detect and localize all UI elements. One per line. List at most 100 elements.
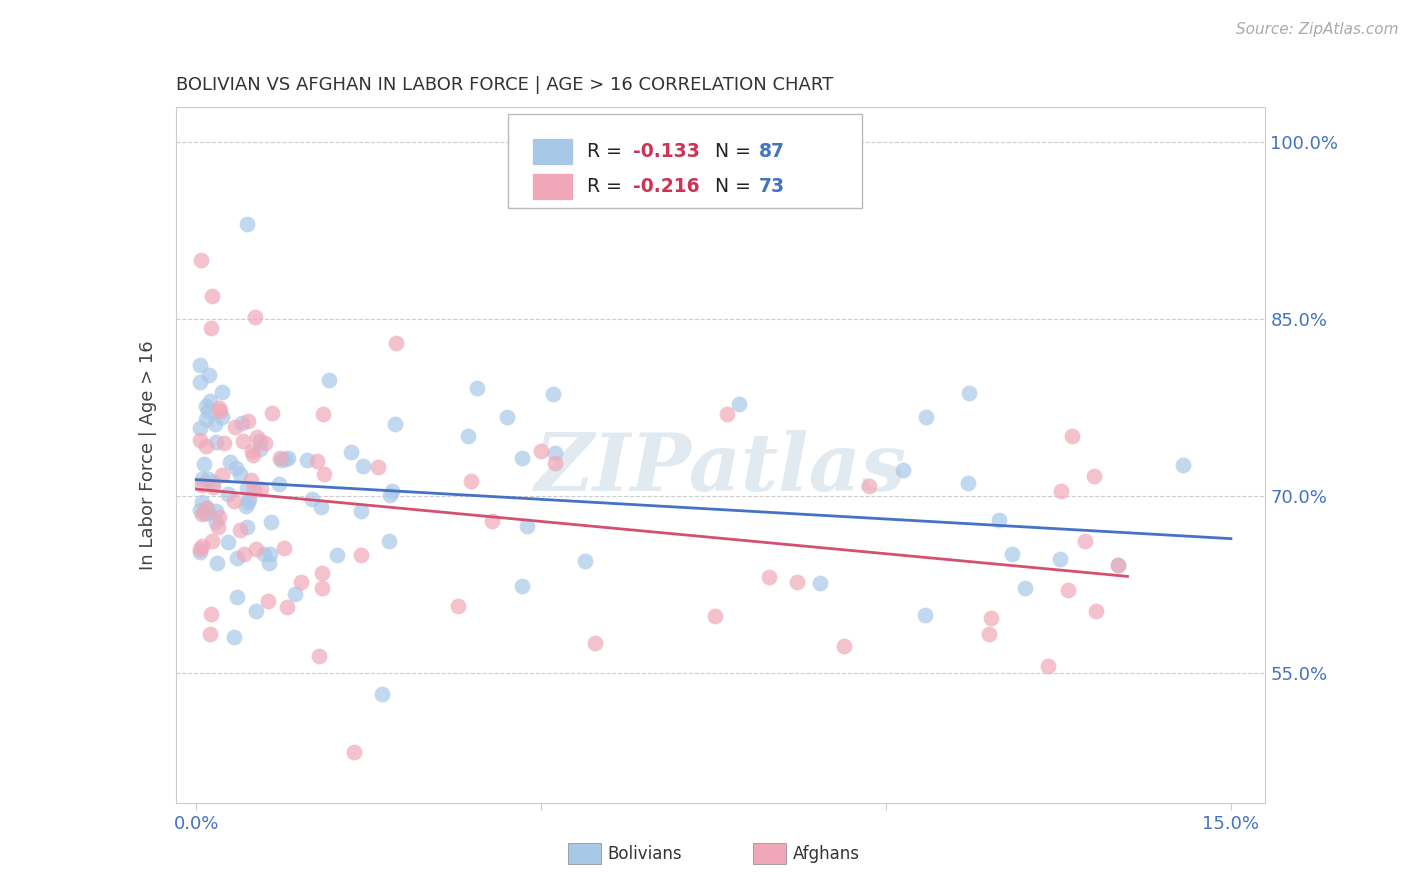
Text: Bolivians: Bolivians [607,845,682,863]
Bolivians [297,453,319,467]
Text: -0.133: -0.133 [633,142,700,161]
Afghans [834,639,856,653]
Afghans [191,478,214,492]
Y-axis label: In Labor Force | Age > 16: In Labor Force | Age > 16 [139,340,157,570]
Bolivians [510,579,533,593]
Afghans [273,541,295,555]
Afghans [195,501,218,516]
Text: Afghans: Afghans [793,845,859,863]
Bolivians [467,381,489,395]
Bolivians [510,450,533,465]
Bolivians [253,547,276,561]
Afghans [200,320,222,334]
Bolivians [915,409,938,424]
Bolivians [384,417,406,431]
Bolivians [236,217,259,231]
Afghans [191,539,214,553]
Afghans [858,479,880,493]
Afghans [305,454,328,468]
Afghans [208,509,231,524]
Bolivians [987,512,1010,526]
Afghans [240,444,263,458]
Text: N =: N = [716,178,756,196]
FancyBboxPatch shape [754,843,786,864]
Bolivians [574,554,596,568]
Bolivians [544,445,567,459]
Afghans [190,253,212,268]
Afghans [786,574,808,589]
Afghans [243,310,266,325]
Bolivians [352,459,374,474]
Bolivians [277,451,299,466]
Bolivians [956,475,979,490]
FancyBboxPatch shape [568,843,600,864]
Afghans [460,474,482,488]
Afghans [481,514,503,528]
Bolivians [197,507,219,521]
Text: -0.216: -0.216 [633,178,700,196]
Afghans [242,448,264,462]
Bolivians [198,393,221,408]
Bolivians [197,368,219,383]
Afghans [202,480,225,494]
Afghans [229,524,252,538]
Afghans [1085,604,1108,618]
Bolivians [326,548,349,562]
Bolivians [205,504,228,518]
Afghans [243,483,266,497]
Bolivians [204,417,226,431]
Afghans [232,547,254,561]
Bolivians [193,457,215,471]
Bolivians [457,429,479,443]
Bolivians [235,519,257,533]
Afghans [367,460,389,475]
Bolivians [516,519,538,533]
Bolivians [349,504,371,518]
Bolivians [205,556,228,570]
Bolivians [284,587,307,601]
Afghans [222,494,245,508]
Bolivians [205,515,228,529]
Text: Source: ZipAtlas.com: Source: ZipAtlas.com [1236,22,1399,37]
Afghans [245,429,267,443]
Afghans [224,420,246,434]
Bolivians [194,399,217,413]
Afghans [188,541,211,556]
Bolivians [728,397,751,411]
Bolivians [914,607,936,622]
Bolivians [808,576,831,591]
Afghans [200,607,222,621]
Afghans [209,403,232,417]
Bolivians [226,551,249,566]
Text: 87: 87 [759,142,785,161]
Afghans [257,594,280,608]
FancyBboxPatch shape [531,138,574,165]
Bolivians [188,421,211,435]
Bolivians [381,484,404,499]
Afghans [343,745,366,759]
Bolivians [229,467,252,482]
Bolivians [541,387,564,401]
Bolivians [318,373,340,387]
Afghans [384,336,406,351]
Bolivians [249,442,271,456]
Bolivians [249,434,271,448]
Bolivians [309,500,332,514]
Bolivians [225,461,247,475]
Afghans [1038,658,1060,673]
Afghans [262,406,284,420]
Afghans [207,520,229,534]
Bolivians [957,385,980,400]
Bolivians [188,376,211,390]
Afghans [212,436,235,450]
Bolivians [188,358,211,372]
Bolivians [1001,547,1024,561]
Text: BOLIVIAN VS AFGHAN IN LABOR FORCE | AGE > 16 CORRELATION CHART: BOLIVIAN VS AFGHAN IN LABOR FORCE | AGE … [176,77,832,95]
Afghans [703,609,725,624]
Afghans [232,434,254,449]
Bolivians [1049,551,1071,566]
Afghans [254,436,277,450]
Bolivians [260,515,283,529]
Afghans [250,482,273,496]
Afghans [980,611,1002,625]
